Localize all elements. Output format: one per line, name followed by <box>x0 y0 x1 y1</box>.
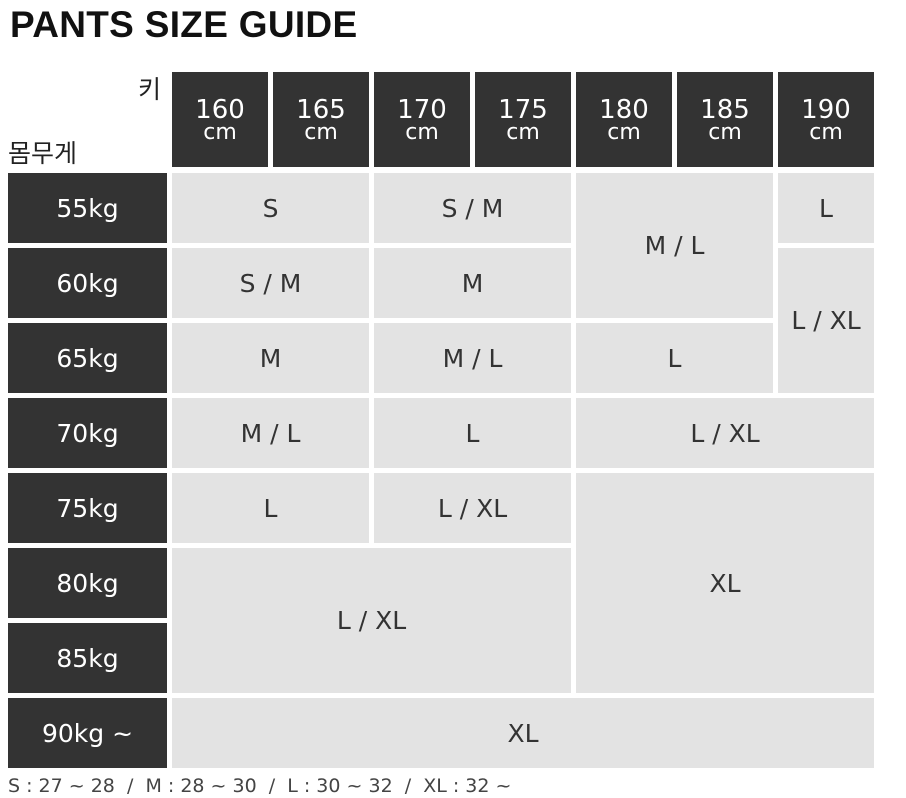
size-cell: L <box>778 173 874 243</box>
height-unit: cm <box>405 119 439 145</box>
column-header: 175 cm <box>475 72 571 167</box>
column-header: 185 cm <box>677 72 773 167</box>
size-cell: S <box>172 173 369 243</box>
height-value: 170 <box>397 94 447 125</box>
weight-label: 몸무게 <box>8 139 78 168</box>
size-cell: M <box>374 248 571 318</box>
size-cell: S / M <box>374 173 571 243</box>
row-header: 60kg <box>8 248 167 318</box>
size-cell: S / M <box>172 248 369 318</box>
height-unit: cm <box>607 119 641 145</box>
size-cell: XL <box>172 698 874 768</box>
height-unit: cm <box>203 119 237 145</box>
size-cell: L / XL <box>374 473 571 543</box>
height-value: 165 <box>296 94 346 125</box>
height-value: 160 <box>195 94 245 125</box>
column-header: 170 cm <box>374 72 470 167</box>
size-cell: M / L <box>172 398 369 468</box>
size-cell: M / L <box>576 173 773 318</box>
row-header: 55kg <box>8 173 167 243</box>
height-value: 175 <box>498 94 548 125</box>
height-unit: cm <box>708 119 742 145</box>
size-cell: M <box>172 323 369 393</box>
row-header: 80kg <box>8 548 167 618</box>
size-cell: L / XL <box>778 248 874 393</box>
row-header: 65kg <box>8 323 167 393</box>
size-cell: L <box>374 398 571 468</box>
column-header: 180 cm <box>576 72 672 167</box>
column-header: 165 cm <box>273 72 369 167</box>
height-value: 185 <box>700 94 750 125</box>
size-cell: L <box>576 323 773 393</box>
size-cell: XL <box>576 473 874 693</box>
footer-note: S : 27 ~ 28 / M : 28 ~ 30 / L : 30 ~ 32 … <box>8 775 512 797</box>
height-unit: cm <box>506 119 540 145</box>
height-value: 180 <box>599 94 649 125</box>
row-header: 70kg <box>8 398 167 468</box>
row-header: 90kg ~ <box>8 698 167 768</box>
column-header: 160 cm <box>172 72 268 167</box>
height-label: 키 <box>138 75 162 104</box>
size-cell: L / XL <box>172 548 571 693</box>
row-header: 75kg <box>8 473 167 543</box>
page-title: PANTS SIZE GUIDE <box>10 4 358 45</box>
row-header: 85kg <box>8 623 167 693</box>
height-unit: cm <box>809 119 843 145</box>
size-cell: L <box>172 473 369 543</box>
height-unit: cm <box>304 119 338 145</box>
height-value: 190 <box>801 94 851 125</box>
size-cell: M / L <box>374 323 571 393</box>
size-cell: L / XL <box>576 398 874 468</box>
column-header: 190 cm <box>778 72 874 167</box>
